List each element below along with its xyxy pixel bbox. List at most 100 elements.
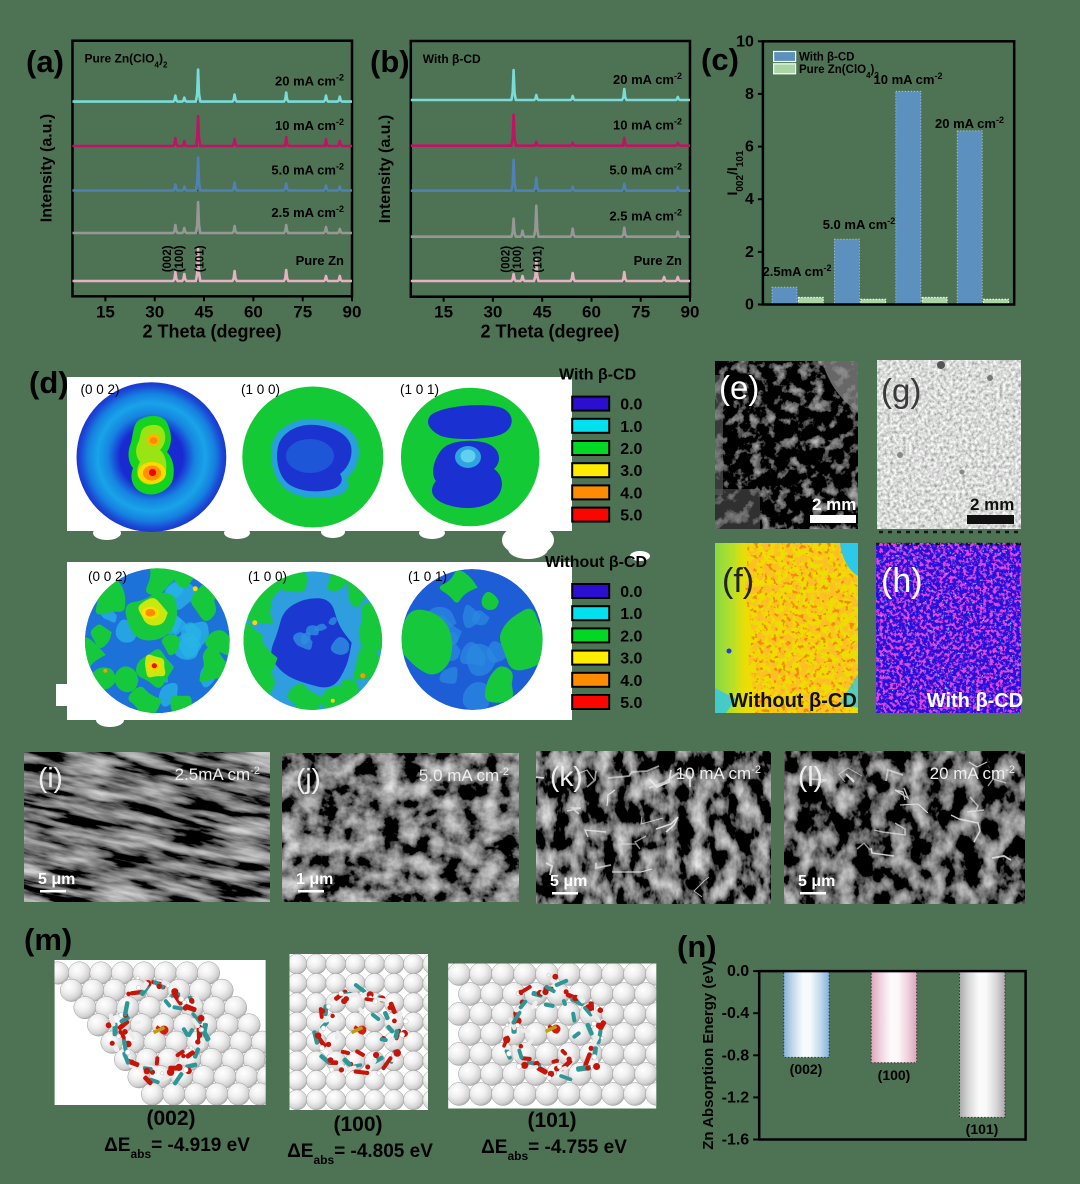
svg-text:10 mA cm-2: 10 mA cm-2 [275, 117, 344, 133]
svg-text:5.0 mA cm-2: 5.0 mA cm-2 [271, 162, 344, 178]
svg-text:Pure Zn: Pure Zn [634, 253, 682, 268]
svg-text:Intensity (a.u.): Intensity (a.u.) [377, 115, 394, 223]
svg-text:5.0: 5.0 [620, 508, 642, 525]
svg-text:(c): (c) [701, 42, 739, 77]
svg-text:10: 10 [736, 33, 754, 50]
svg-text:1.0: 1.0 [620, 419, 642, 436]
svg-text:(100): (100) [174, 245, 186, 272]
svg-text:(1 0 0): (1 0 0) [241, 382, 280, 397]
svg-text:(b): (b) [370, 44, 410, 79]
svg-text:I002/I101: I002/I101 [724, 150, 746, 195]
svg-text:60: 60 [244, 302, 263, 321]
svg-text:2 Theta (degree): 2 Theta (degree) [480, 322, 619, 342]
svg-text:(d): (d) [29, 365, 69, 400]
svg-text:75: 75 [293, 302, 312, 321]
svg-text:90: 90 [681, 303, 700, 322]
svg-text:(1 0 1): (1 0 1) [400, 382, 439, 397]
svg-text:20 mA cm-2: 20 mA cm-2 [935, 115, 1004, 131]
svg-text:5 μm: 5 μm [38, 871, 75, 888]
svg-text:90: 90 [343, 302, 362, 321]
svg-text:0.0: 0.0 [727, 963, 749, 980]
svg-text:2.5 mA cm-2: 2.5 mA cm-2 [609, 208, 682, 224]
svg-text:(l): (l) [798, 761, 823, 792]
svg-text:Zn Absorption Energy (eV): Zn Absorption Energy (eV) [700, 960, 717, 1149]
svg-text:(1 0 0): (1 0 0) [248, 569, 287, 584]
svg-text:(100): (100) [333, 1113, 382, 1136]
svg-text:0.0: 0.0 [620, 584, 642, 601]
svg-text:(002): (002) [162, 245, 174, 272]
svg-text:-0.4: -0.4 [722, 1005, 750, 1022]
svg-text:(1 0 1): (1 0 1) [408, 569, 447, 584]
svg-text:10 mA cm-2: 10 mA cm-2 [676, 764, 761, 783]
svg-text:8: 8 [745, 86, 754, 103]
svg-text:(101): (101) [533, 246, 545, 273]
svg-text:(n): (n) [677, 929, 717, 964]
svg-text:10 mA cm-2: 10 mA cm-2 [613, 117, 682, 133]
svg-text:30: 30 [483, 303, 502, 322]
svg-text:3.0: 3.0 [620, 463, 642, 480]
svg-text:(f): (f) [722, 562, 754, 600]
svg-text:Without β-CD: Without β-CD [729, 690, 857, 712]
svg-text:2.0: 2.0 [620, 441, 642, 458]
svg-text:(0 0 2): (0 0 2) [88, 569, 127, 584]
svg-text:(e): (e) [719, 369, 759, 406]
svg-text:2.5 mA cm-2: 2.5 mA cm-2 [271, 204, 344, 220]
svg-text:ΔEabs= -4.755 eV: ΔEabs= -4.755 eV [481, 1137, 627, 1163]
svg-text:(0 0 2): (0 0 2) [81, 382, 120, 397]
svg-text:2 Theta (degree): 2 Theta (degree) [142, 321, 281, 341]
svg-text:ΔEabs= -4.919 eV: ΔEabs= -4.919 eV [104, 1135, 250, 1161]
svg-text:(101): (101) [527, 1109, 576, 1132]
svg-text:20 mA cm-2: 20 mA cm-2 [930, 764, 1015, 783]
svg-text:1.0: 1.0 [620, 606, 642, 623]
svg-text:3.0: 3.0 [620, 651, 642, 668]
svg-text:(k): (k) [550, 761, 583, 792]
svg-text:4.0: 4.0 [620, 485, 642, 502]
svg-text:4: 4 [745, 191, 754, 208]
svg-text:(100): (100) [512, 246, 524, 273]
svg-text:With β-CD: With β-CD [559, 367, 636, 384]
svg-text:With β-CD: With β-CD [927, 690, 1023, 712]
svg-text:-1.6: -1.6 [722, 1132, 750, 1149]
svg-text:Pure Zn: Pure Zn [296, 253, 344, 268]
svg-text:-1.2: -1.2 [722, 1089, 750, 1106]
svg-text:0.0: 0.0 [620, 397, 642, 414]
svg-text:Without β-CD: Without β-CD [545, 554, 647, 571]
svg-text:10 mA cm-2: 10 mA cm-2 [874, 71, 943, 87]
svg-text:2 mm: 2 mm [970, 495, 1014, 514]
svg-text:(a): (a) [26, 44, 64, 79]
svg-text:(g): (g) [881, 372, 921, 409]
svg-text:6: 6 [745, 139, 754, 156]
svg-text:60: 60 [582, 303, 601, 322]
svg-text:(i): (i) [38, 762, 63, 793]
svg-text:(h): (h) [881, 562, 923, 600]
svg-text:5 μm: 5 μm [798, 873, 835, 890]
svg-text:(m): (m) [24, 922, 72, 957]
svg-text:75: 75 [631, 303, 650, 322]
svg-text:2 mm: 2 mm [812, 495, 856, 514]
svg-text:15: 15 [96, 302, 115, 321]
svg-text:2.5mA cm-2: 2.5mA cm-2 [763, 263, 832, 279]
svg-text:(101): (101) [966, 1121, 999, 1137]
svg-text:4.0: 4.0 [620, 673, 642, 690]
svg-text:2.0: 2.0 [620, 628, 642, 645]
svg-text:45: 45 [533, 303, 552, 322]
svg-text:With β-CD: With β-CD [423, 52, 481, 66]
svg-text:(101): (101) [194, 245, 206, 272]
svg-text:(002): (002) [790, 1061, 823, 1077]
svg-text:(100): (100) [878, 1067, 911, 1083]
svg-text:1 μm: 1 μm [296, 871, 333, 888]
svg-text:5 μm: 5 μm [550, 873, 587, 890]
svg-text:Pure Zn(ClO4)2: Pure Zn(ClO4)2 [799, 64, 879, 80]
svg-text:(002): (002) [500, 246, 512, 273]
svg-text:5.0: 5.0 [620, 695, 642, 712]
svg-text:45: 45 [195, 302, 214, 321]
svg-text:2.5mA cm-2: 2.5mA cm-2 [175, 765, 260, 784]
svg-text:(002): (002) [146, 1107, 195, 1130]
svg-text:15: 15 [434, 303, 453, 322]
svg-text:0: 0 [745, 297, 754, 314]
svg-text:ΔEabs= -4.805 eV: ΔEabs= -4.805 eV [287, 1141, 433, 1167]
svg-text:Pure Zn(ClO4)2: Pure Zn(ClO4)2 [85, 52, 168, 69]
svg-text:5.0 mA cm-2: 5.0 mA cm-2 [419, 766, 509, 785]
svg-text:Intensity (a.u.): Intensity (a.u.) [39, 114, 56, 222]
svg-text:20 mA cm-2: 20 mA cm-2 [275, 73, 344, 89]
